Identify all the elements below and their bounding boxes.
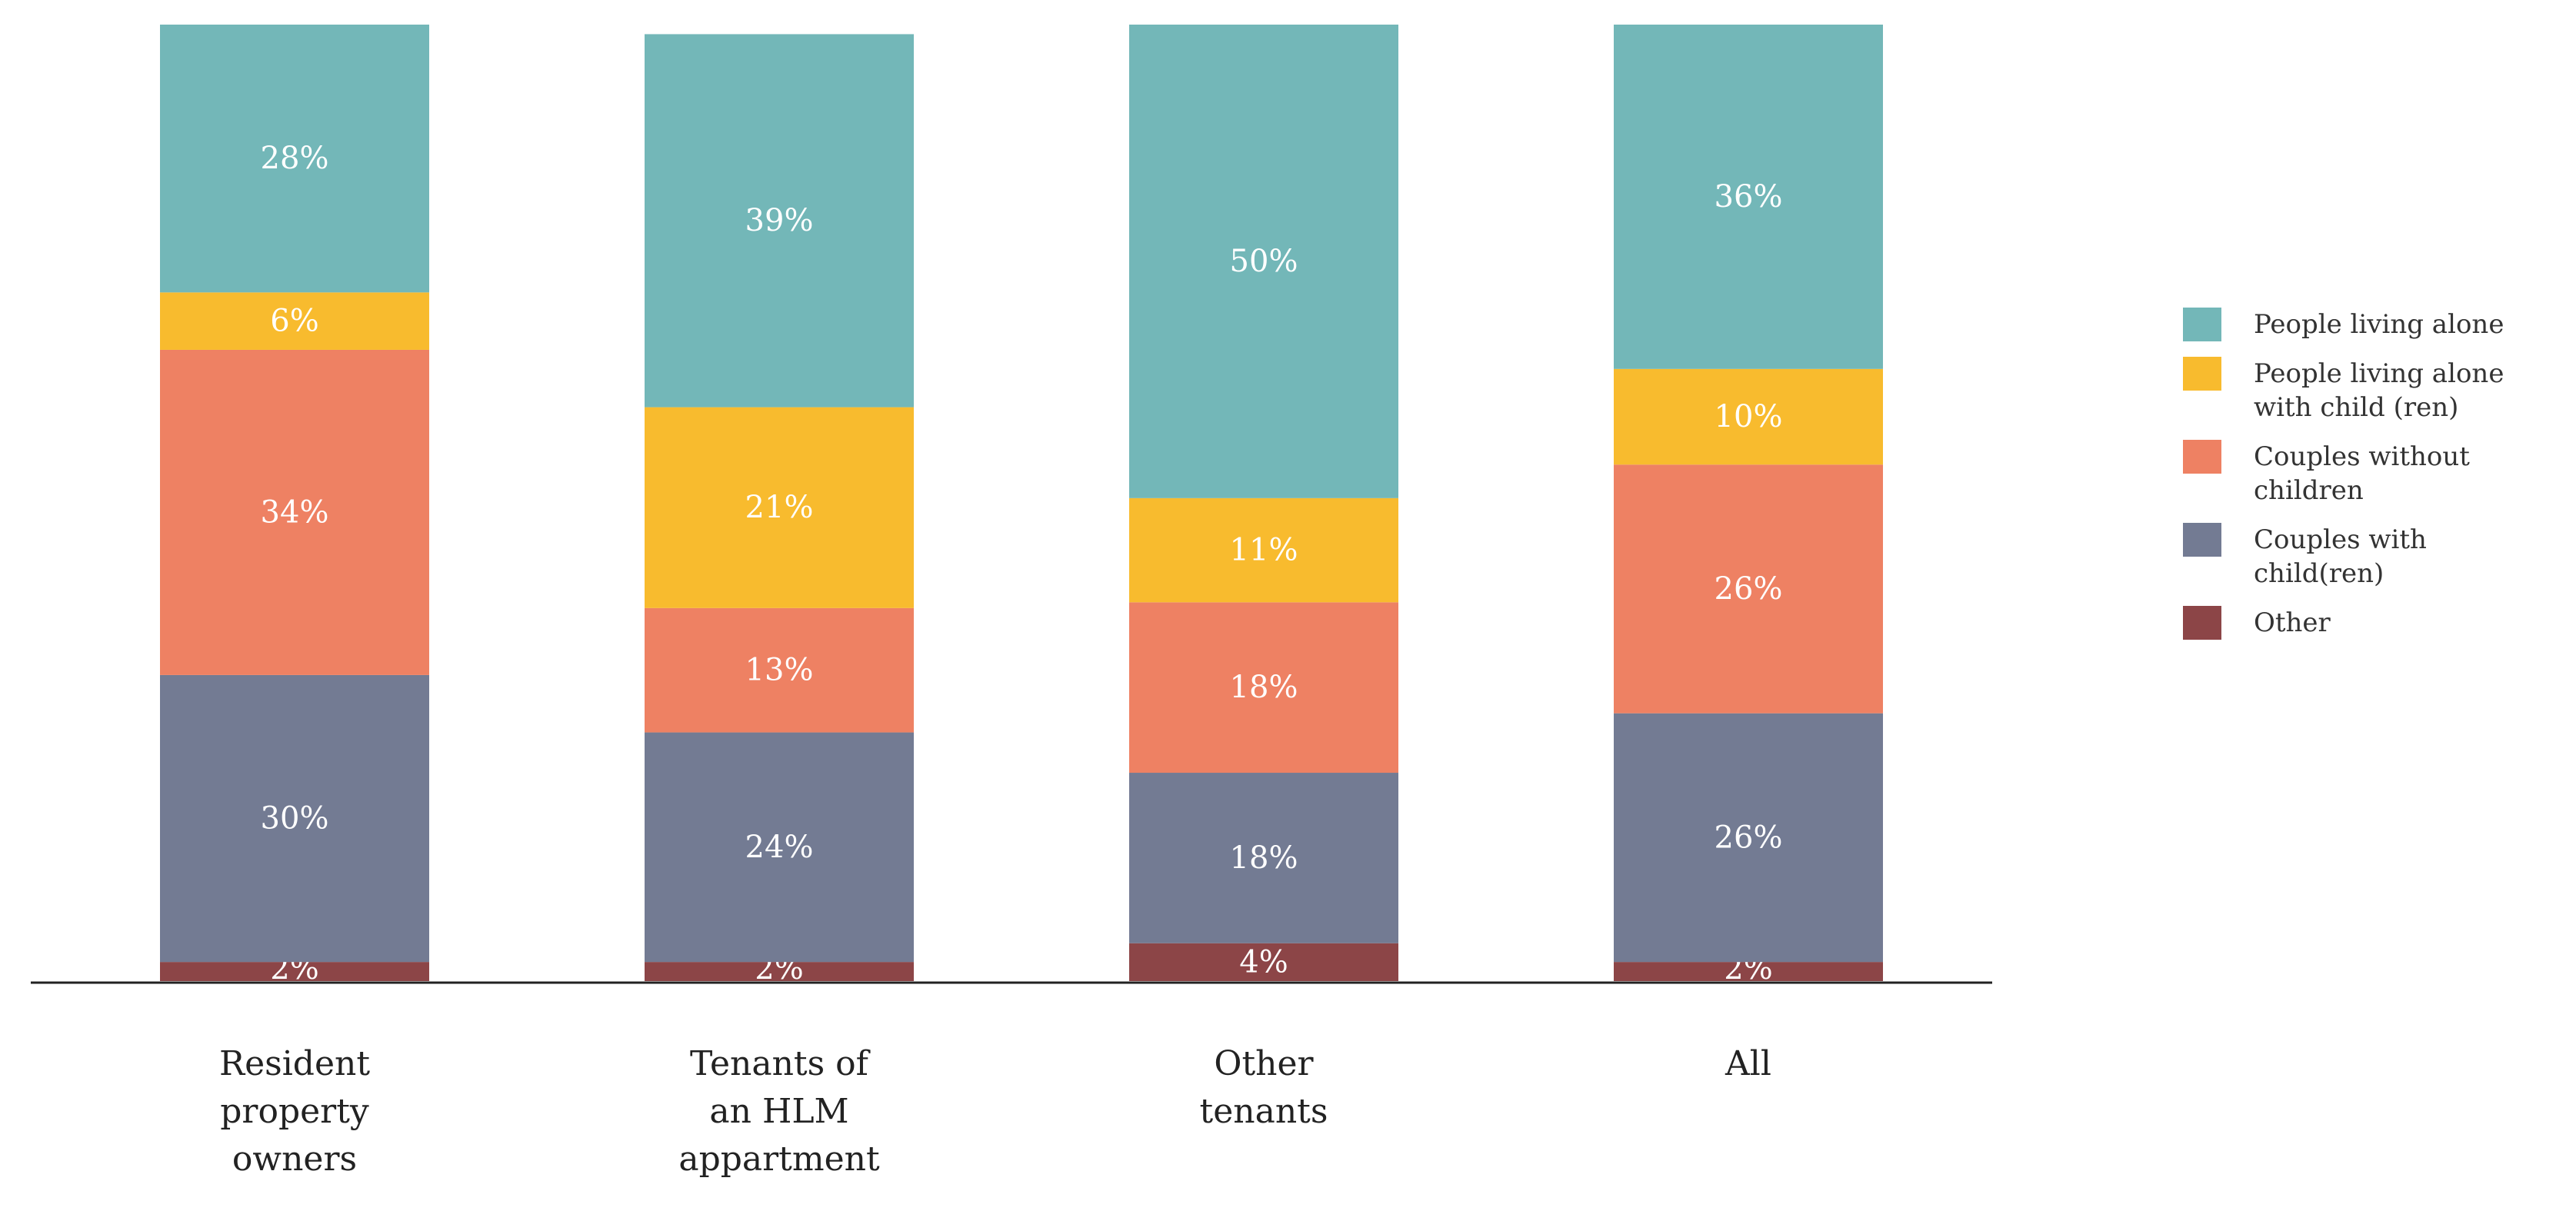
data-label: 26% — [1715, 571, 1783, 607]
data-label: 4% — [1239, 944, 1288, 980]
category-label-3: Other tenants — [1200, 1044, 1328, 1131]
bar-segment-couples-without-children-1 — [160, 349, 429, 675]
data-label: 36% — [1715, 179, 1783, 215]
data-label: 50% — [1230, 244, 1298, 279]
legend-label: People living alone with child (ren) — [2254, 358, 2504, 423]
legend-item-other: Other — [2183, 606, 2552, 640]
data-label: 34% — [261, 494, 329, 530]
data-label: 28% — [261, 141, 329, 176]
legend-item-couples-without-children: Couples without children — [2183, 440, 2552, 507]
bar-segment-people-living-alone-3 — [1129, 25, 1398, 498]
data-label: 26% — [1715, 820, 1783, 855]
bar-segment-couples-without-children-4 — [1614, 464, 1883, 714]
data-label: 10% — [1715, 399, 1783, 434]
data-label: 11% — [1230, 533, 1298, 568]
data-label: 30% — [261, 801, 329, 837]
bar-segment-people-living-alone-with-child-ren-4 — [1614, 368, 1883, 465]
bar-segment-people-living-alone-with-child-ren-1 — [160, 292, 429, 350]
legend-swatch — [2183, 523, 2221, 557]
data-label: 13% — [745, 653, 814, 688]
bar-segment-people-living-alone-1 — [160, 25, 429, 293]
category-label-2: Tenants of an HLM appartment — [678, 1044, 880, 1179]
bar-segment-people-living-alone-with-child-ren-2 — [645, 407, 914, 608]
legend-swatch — [2183, 357, 2221, 391]
data-label: 18% — [1230, 670, 1298, 705]
bar-segment-couples-without-children-3 — [1129, 602, 1398, 774]
bar-segment-couples-with-child-ren-4 — [1614, 713, 1883, 963]
legend-item-people-living-alone-with-child-ren: People living alone with child (ren) — [2183, 357, 2552, 424]
bar-segment-people-living-alone-4 — [1614, 25, 1883, 369]
legend-item-couples-with-child-ren: Couples with child(ren) — [2183, 523, 2552, 591]
bar-segment-other-2 — [645, 962, 914, 981]
bar-segment-other-1 — [160, 962, 429, 981]
category-labels: Resident property owners Tenants of an HLM ap… — [219, 1044, 1771, 1179]
bar-segment-people-living-alone-with-child-ren-3 — [1129, 497, 1398, 603]
legend-label: Couples with child(ren) — [2254, 524, 2427, 589]
bars-group: 2%30%34%6%28%2%24%13%21%39%4%18%18%11%50… — [160, 25, 1883, 986]
data-label: 24% — [745, 830, 814, 865]
legend-swatch — [2183, 440, 2221, 474]
legend-label: Other — [2254, 607, 2331, 638]
category-label-4: All — [1725, 1044, 1771, 1083]
bar-segment-other-4 — [1614, 962, 1883, 981]
data-label: 39% — [745, 203, 814, 238]
data-label: 6% — [270, 304, 318, 339]
bar-segment-people-living-alone-2 — [645, 34, 914, 408]
legend-label: Couples without children — [2254, 441, 2470, 506]
legend-swatch — [2183, 308, 2221, 341]
bar-segment-couples-with-child-ren-2 — [645, 732, 914, 963]
legend-swatch — [2183, 606, 2221, 640]
legend-item-people-living-alone: People living alone — [2183, 308, 2552, 341]
bar-segment-couples-with-child-ren-3 — [1129, 773, 1398, 943]
bar-segment-couples-with-child-ren-1 — [160, 674, 429, 963]
legend-label: People living alone — [2254, 309, 2504, 340]
bar-segment-couples-without-children-2 — [645, 607, 914, 733]
data-label: 21% — [745, 490, 814, 525]
legend: People living alone People living alone w… — [2183, 308, 2552, 655]
data-label: 18% — [1230, 840, 1298, 876]
category-label-1: Resident property owners — [219, 1044, 370, 1179]
bar-segment-other-3 — [1129, 943, 1398, 981]
